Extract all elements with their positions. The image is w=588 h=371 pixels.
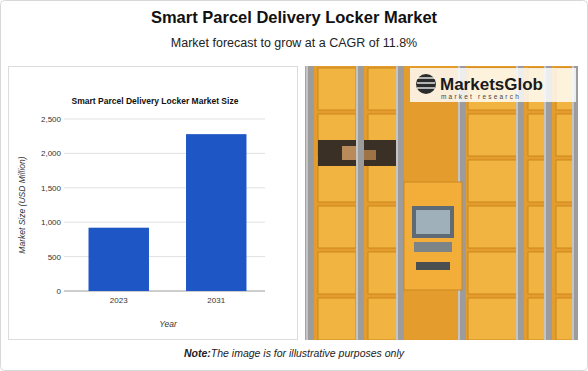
kiosk (404, 182, 462, 290)
pillar (306, 66, 314, 340)
locker-door (318, 206, 356, 248)
pillar-shine (306, 66, 308, 340)
photo-bg (305, 66, 578, 340)
logo-bg (410, 68, 576, 102)
locker-door (318, 68, 356, 110)
y-tick-label: 1,500 (41, 184, 62, 193)
page-subtitle: Market forecast to grow at a CAGR of 11.… (171, 36, 417, 50)
logo-globe (416, 74, 436, 94)
locker-door (468, 114, 518, 156)
grid-line (64, 119, 265, 120)
locker-door (318, 160, 356, 202)
locker-door (528, 114, 546, 156)
y-axis-line (70, 119, 71, 291)
locker-door (368, 206, 398, 248)
locker-door (556, 252, 574, 294)
page-title: Smart Parcel Delivery Locker Market (151, 8, 438, 26)
locker-door (556, 160, 574, 202)
pillar-shine (396, 66, 398, 340)
y-tick-label: 0 (57, 287, 62, 296)
chart-title: Smart Parcel Delivery Locker Market Size (72, 96, 239, 106)
chart-panel (9, 67, 298, 340)
locker-door (556, 114, 574, 156)
locker-door (318, 252, 356, 294)
locker-door (528, 298, 546, 340)
bar (89, 228, 149, 291)
x-tick-label: 2023 (110, 296, 128, 305)
x-tick-label: 2031 (207, 296, 225, 305)
card (1, 1, 588, 371)
canvas: Smart Parcel Delivery Locker Market Marke… (0, 0, 588, 371)
locker-door (368, 160, 398, 202)
note-text: The image is for illustrative purposes o… (211, 347, 405, 359)
logo-globe-stripe (417, 82, 435, 83)
pillar (516, 66, 524, 340)
locker-door (556, 206, 574, 248)
kiosk-screen (416, 210, 450, 234)
y-axis-title: Market Size (USD Million) (17, 156, 27, 253)
locker-door (468, 206, 518, 248)
y-tick-label: 2,500 (41, 115, 62, 124)
pillar (356, 66, 364, 340)
kiosk-slot (416, 262, 450, 270)
note-label: Note: (184, 347, 211, 359)
x-axis-title: Year (159, 319, 178, 329)
photo: MarketsGlobmarket research (305, 66, 578, 340)
parcel (362, 150, 376, 160)
locker-door (368, 252, 398, 294)
locker-door (468, 160, 518, 202)
y-tick-label: 2,000 (41, 149, 62, 158)
locker-door (528, 206, 546, 248)
page: {"header": {"title": "Smart Parcel Deliv… (0, 0, 588, 371)
locker-door (318, 298, 356, 340)
pillar (544, 66, 552, 340)
pillar-shine (572, 66, 574, 340)
pillar (572, 66, 578, 340)
locker-door (368, 298, 398, 340)
bar (186, 134, 246, 291)
footer-note: Note:The image is for illustrative purpo… (184, 347, 405, 359)
y-axis: 0 500 1,000 1,500 2,000 2,500 (41, 115, 265, 296)
logo-name: MarketsGlob (440, 75, 543, 94)
logo-tagline: market research (441, 93, 521, 100)
bars (89, 134, 247, 291)
locker-door (528, 160, 546, 202)
locker-door (368, 68, 398, 110)
locker-door (468, 298, 518, 340)
locker-door (468, 252, 518, 294)
pillar-shine (544, 66, 546, 340)
y-tick-label: 1,000 (41, 218, 62, 227)
pillar-shine (516, 66, 518, 340)
locker-door (556, 298, 574, 340)
pillar (396, 66, 404, 340)
logo-globe-stripe (417, 87, 435, 88)
kiosk-keypad (414, 242, 452, 252)
logo-globe-stripe (417, 77, 435, 78)
pillar-shine (356, 66, 358, 340)
kiosk-frame (412, 206, 454, 238)
locker-door (528, 252, 546, 294)
y-tick-label: 500 (48, 253, 62, 262)
